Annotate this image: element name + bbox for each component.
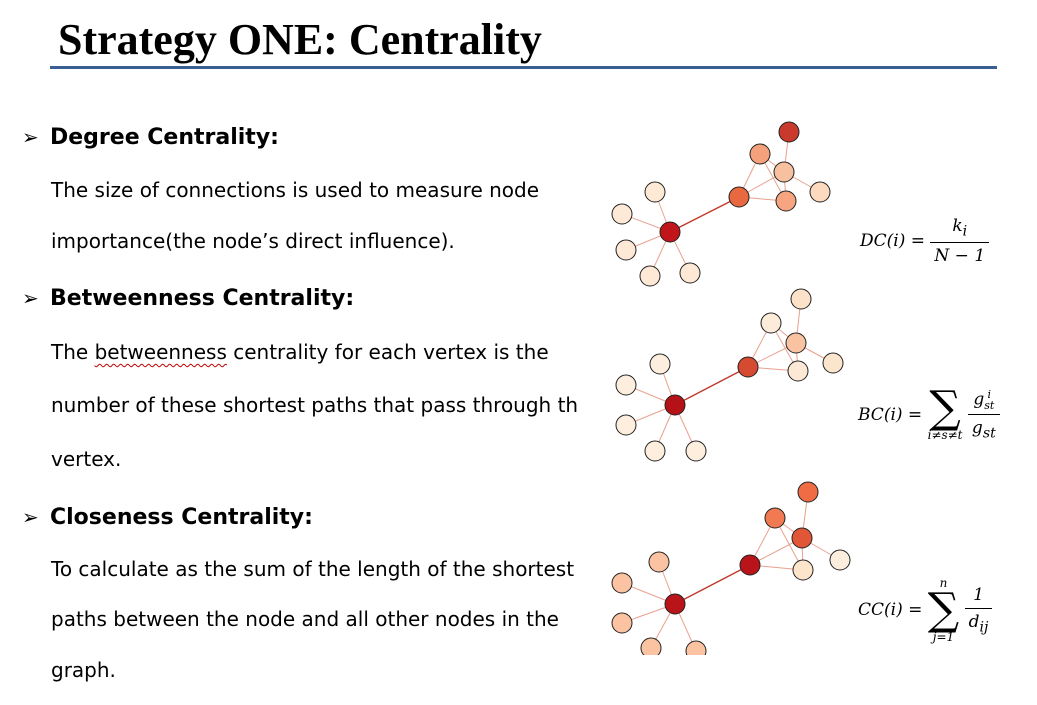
section-heading-betweenness: ➢ Betweenness Centrality: <box>22 283 354 314</box>
fraction-numerator: 1 <box>964 585 993 609</box>
sigma-symbol: ∑ <box>927 584 960 635</box>
graph-hub-node <box>659 221 681 243</box>
arrow-bullet-icon: ➢ <box>22 125 39 149</box>
den-symbol: d <box>968 611 980 632</box>
graph-node <box>615 414 637 436</box>
fraction-denominator: N − 1 <box>934 246 986 267</box>
graph-node <box>615 374 637 396</box>
graph-node <box>737 356 759 378</box>
graph-node <box>797 481 819 503</box>
summation: ∑ i≠s≠t <box>927 382 963 443</box>
graph-edge <box>674 366 749 406</box>
graph-node <box>685 640 707 655</box>
formula-lhs: BC(i) = <box>858 405 923 425</box>
graph-node <box>644 181 666 203</box>
degree-centrality-graph <box>611 121 831 287</box>
graph-node <box>728 186 750 208</box>
den-symbol: g <box>971 417 983 438</box>
graph-node <box>685 440 707 462</box>
graph-node <box>739 554 761 576</box>
graph-node <box>760 312 782 334</box>
arrow-bullet-icon: ➢ <box>22 505 39 529</box>
title-underline <box>50 66 997 69</box>
graph-node <box>773 161 795 183</box>
num-subscript: i <box>962 223 968 240</box>
heading-text: Closeness Centrality: <box>50 505 313 530</box>
line-part: centrality for each vertex is the <box>226 340 549 364</box>
num-subscript: st <box>984 398 995 412</box>
num-superscript: i <box>987 387 992 401</box>
graph-node <box>792 559 814 581</box>
section-heading-degree: ➢ Degree Centrality: <box>22 122 279 153</box>
spellcheck-word: betweenness <box>94 340 227 364</box>
betweenness-centrality-graph <box>615 288 844 462</box>
fraction-numerator: g i st <box>967 387 1000 415</box>
graph-node <box>649 353 671 375</box>
fraction-denominator: gst <box>968 415 1000 441</box>
graph-node <box>749 143 771 165</box>
graph-node <box>791 527 813 549</box>
graph-node <box>790 288 812 310</box>
fraction: g i st gst <box>967 387 1000 441</box>
fraction: 1 dij <box>964 585 993 635</box>
betweenness-line-3: vertex. <box>51 447 122 471</box>
closeness-line-2: paths between the node and all other nod… <box>51 607 559 631</box>
section-heading-closeness: ➢ Closeness Centrality: <box>22 502 313 533</box>
fraction-denominator: dij <box>965 609 993 635</box>
fraction: ki N − 1 <box>930 216 990 267</box>
num-symbol: g <box>973 389 985 410</box>
graph-node <box>611 572 633 594</box>
graph-node <box>644 440 666 462</box>
sum-upper-limit: n <box>939 576 948 590</box>
heading-text: Degree Centrality: <box>50 125 279 150</box>
graph-node <box>775 190 797 212</box>
formula-lhs: CC(i) = <box>858 600 923 620</box>
sum-lower-limit: i≠s≠t <box>927 428 963 442</box>
sigma-symbol: ∑ <box>929 382 961 433</box>
graph-node <box>809 181 831 203</box>
graph-node <box>785 332 807 354</box>
graph-node <box>648 551 670 573</box>
degree-line-2: importance(the node’s direct influence). <box>51 229 455 253</box>
closeness-line-1: To calculate as the sum of the length of… <box>51 557 575 581</box>
graph-hub-node <box>664 394 686 416</box>
graph-node <box>787 360 809 382</box>
graph-node <box>829 549 851 571</box>
closeness-centrality-formula: CC(i) = n ∑ j=1 1 dij <box>858 576 993 644</box>
den-subscript: st <box>982 425 996 442</box>
degree-centrality-formula: DC(i) = ki N − 1 <box>860 216 990 267</box>
den-subscript: ij <box>979 619 989 636</box>
graph-node <box>611 612 633 634</box>
closeness-centrality-graph <box>611 481 851 655</box>
arrow-bullet-icon: ➢ <box>22 286 39 310</box>
text-column: ➢ Degree Centrality: The size of connecti… <box>22 122 579 682</box>
fraction-numerator: ki <box>930 216 990 244</box>
heading-text: Betweenness Centrality: <box>50 286 355 311</box>
graph-node <box>611 203 633 225</box>
closeness-line-3: graph. <box>51 658 116 682</box>
graph-node <box>639 265 661 287</box>
sum-lower-limit: j=1 <box>932 630 955 644</box>
graph-edge <box>674 564 751 605</box>
formula-lhs: DC(i) = <box>860 231 925 252</box>
line-part: The <box>51 340 95 364</box>
graph-node <box>822 352 844 374</box>
page-title: Strategy ONE: Centrality <box>58 15 542 64</box>
graph-node <box>615 239 637 261</box>
num-symbol: k <box>952 216 963 236</box>
graph-node <box>679 262 701 284</box>
degree-line-1: The size of connections is used to measu… <box>51 178 540 202</box>
graph-edge <box>669 196 740 233</box>
graph-node <box>778 121 800 143</box>
summation: n ∑ j=1 <box>928 576 959 644</box>
graph-hub-node <box>664 593 686 615</box>
betweenness-line-2: number of these shortest paths that pass… <box>51 393 579 417</box>
graph-node <box>764 507 786 529</box>
betweenness-centrality-formula: BC(i) = ∑ i≠s≠t g i st gst <box>858 382 1000 443</box>
graph-node <box>640 637 662 655</box>
betweenness-line-1: The betweenness centrality for each vert… <box>51 338 549 366</box>
